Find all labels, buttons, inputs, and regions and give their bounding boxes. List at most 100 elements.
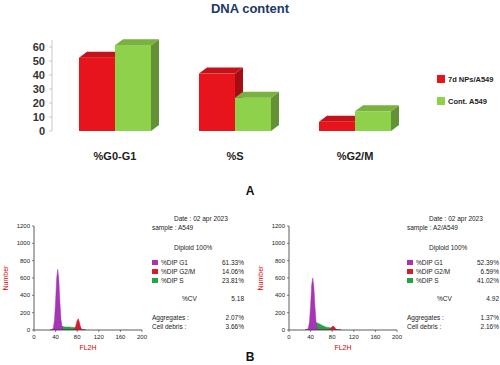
y-axis-label: Number — [257, 265, 264, 291]
bar-side — [271, 92, 279, 131]
legend-label: %DIP G1 — [416, 259, 443, 266]
histogram-area — [50, 269, 86, 330]
x-tick — [120, 330, 121, 332]
x-tick — [98, 330, 99, 332]
y-tick-label: 800 — [275, 258, 286, 264]
y-tick — [287, 226, 289, 227]
legend-share: 23.81% — [222, 277, 244, 284]
x-tick-label: 200 — [392, 334, 403, 340]
bar — [235, 98, 271, 131]
y-tick — [287, 295, 289, 296]
info-date: Date : 02 apr 2023 — [174, 215, 228, 223]
bar-top — [115, 39, 159, 45]
x-tick — [142, 330, 143, 332]
y-tick — [287, 243, 289, 244]
info-date: Date : 02 apr 2023 — [429, 215, 483, 223]
stat-value: 3.66% — [226, 323, 245, 330]
stat-name: %CV — [182, 295, 197, 302]
y-tick-label: 400 — [20, 292, 31, 298]
bar-side — [151, 39, 159, 131]
y-tick — [287, 260, 289, 261]
figure: DNA content0102030405060%G0-G1%S%G2/M7d … — [0, 0, 500, 365]
x-tick-label: 0 — [287, 334, 291, 340]
y-tick — [32, 260, 34, 261]
y-tick — [32, 278, 34, 279]
x-tick — [332, 330, 333, 332]
histogram-area — [305, 278, 341, 330]
x-tick — [289, 330, 290, 332]
bar — [319, 122, 355, 131]
y-tick — [49, 103, 52, 104]
stat-value: 2.07% — [226, 314, 245, 321]
y-tick — [32, 295, 34, 296]
y-tick-label: 0 — [282, 327, 286, 333]
legend-swatch — [407, 260, 413, 265]
y-tick — [49, 89, 52, 90]
legend-label: %DIP S — [161, 277, 184, 284]
x-tick-label: 160 — [115, 334, 126, 340]
y-tick — [49, 131, 52, 132]
x-tick-label: %G0-G1 — [94, 150, 137, 162]
legend-label: Cont. A549 — [448, 97, 487, 106]
x-tick-label: 80 — [329, 334, 336, 340]
legend-swatch — [407, 269, 413, 274]
x-axis-label: FL2H — [79, 344, 96, 351]
y-axis-label: Number — [2, 265, 9, 291]
info-sample: sample : A549 — [152, 224, 194, 232]
y-tick — [49, 61, 52, 62]
legend-label: %DIP G2/M — [161, 268, 195, 275]
histogram-areas — [305, 278, 341, 330]
bar-top — [355, 105, 399, 111]
x-tick-label: 80 — [74, 334, 81, 340]
bar — [79, 58, 115, 131]
stat-value: 5.18 — [231, 295, 244, 302]
legend-share: 52.39% — [477, 259, 499, 266]
bar — [355, 111, 391, 131]
x-axis — [289, 330, 397, 331]
y-tick-label: 40 — [33, 69, 45, 81]
y-tick-label: 1000 — [17, 240, 31, 246]
stat-name: Aggregates : — [152, 314, 189, 322]
y-tick-label: 50 — [33, 55, 45, 67]
legend-swatch — [437, 97, 445, 105]
x-tick — [353, 330, 354, 332]
y-tick-label: 30 — [33, 83, 45, 95]
chart-title: DNA content — [211, 1, 290, 16]
stat-value: 4.92 — [486, 295, 499, 302]
y-tick — [49, 75, 52, 76]
legend-swatch — [407, 278, 413, 283]
legend-share: 6.59% — [481, 268, 500, 275]
x-axis — [34, 330, 142, 331]
y-tick-label: 400 — [275, 292, 286, 298]
info-sample: sample : A2/A549 — [407, 224, 458, 232]
y-tick-label: 0 — [39, 125, 45, 137]
y-tick-label: 1200 — [272, 223, 286, 229]
y-tick — [32, 226, 34, 227]
stat-value: 2.16% — [481, 323, 500, 330]
panel-label: A — [246, 184, 255, 198]
stat-name: Cell debris : — [152, 323, 187, 330]
bar-top — [235, 92, 279, 98]
y-tick — [287, 312, 289, 313]
stat-value: 1.37% — [481, 314, 500, 321]
y-tick-label: 60 — [33, 41, 45, 53]
legend-label: %DIP G1 — [161, 259, 188, 266]
legend-swatch — [152, 269, 158, 274]
y-tick-label: 600 — [20, 275, 31, 281]
y-tick-label: 10 — [33, 111, 45, 123]
stat-name: Aggregates : — [407, 314, 444, 322]
x-tick-label: %G2/M — [337, 150, 374, 162]
x-axis-label: FL2H — [334, 344, 351, 351]
legend-label: %DIP S — [416, 277, 439, 284]
panel-label: B — [246, 350, 255, 364]
x-tick-label: 200 — [137, 334, 148, 340]
stat-name: %CV — [437, 295, 452, 302]
y-tick-label: 1200 — [17, 223, 31, 229]
x-tick-label: 40 — [307, 334, 314, 340]
x-tick-label: 120 — [349, 334, 360, 340]
y-tick-label: 0 — [27, 327, 31, 333]
x-tick-label: 120 — [94, 334, 105, 340]
legend-share: 14.06% — [222, 268, 244, 275]
legend-share: 41.02% — [477, 277, 499, 284]
legend-share: 61.33% — [222, 259, 244, 266]
